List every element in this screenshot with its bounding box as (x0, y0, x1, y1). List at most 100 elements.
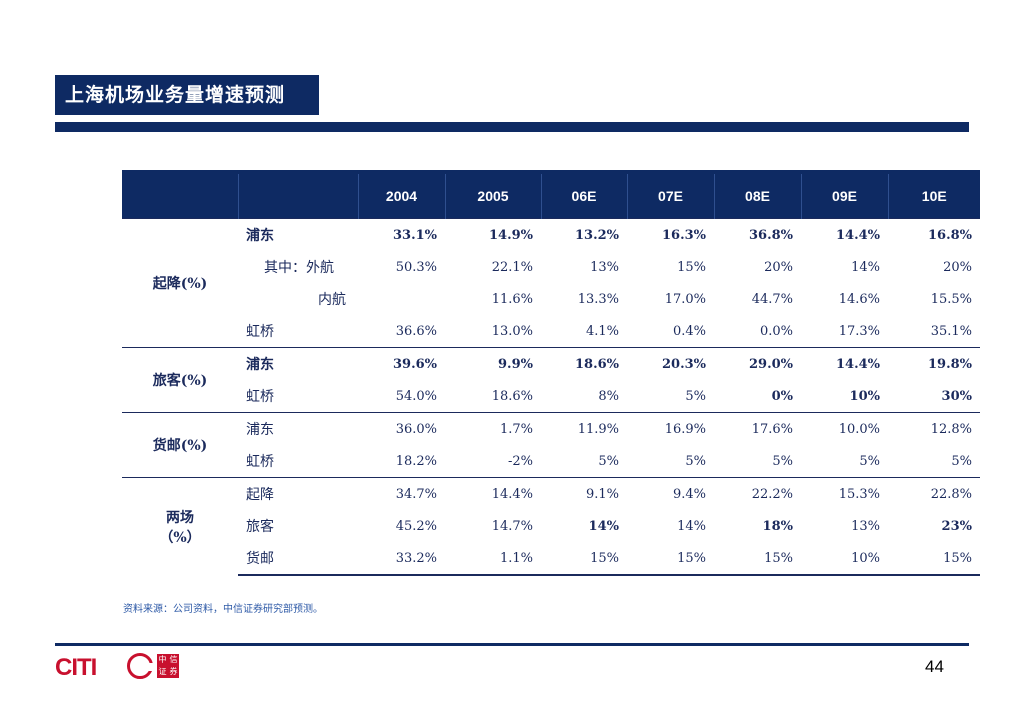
table-cell: 12.8% (888, 412, 980, 445)
table-cell: 14% (851, 259, 880, 275)
table-cell: 10% (849, 388, 880, 404)
row-label: 虹桥 (246, 454, 274, 470)
table-cell: 9.1% (541, 477, 627, 510)
table-row: 旅客(%) 浦东 39.6% 9.9% 18.6% 20.3% 29.0% 14… (122, 347, 980, 413)
table-cell: 13% (590, 259, 619, 275)
table-cell: 30% (941, 388, 972, 404)
table-cell: 15.5% (930, 291, 972, 307)
table-cell: 15.3% (801, 477, 888, 510)
table-row: 两场 （%） 起降 34.7% 14.4% 9.1% 9.4% 22.2% 15… (122, 477, 980, 575)
table-cell: 15% (888, 542, 980, 576)
table-cell: 1.1% (445, 542, 541, 576)
table-cell: 39.6% (358, 347, 445, 380)
table-cell: 0.0% (759, 323, 793, 339)
table-cell: 22.8% (888, 477, 980, 510)
table-cell: 14.4% (445, 477, 541, 510)
table-cell: 0% (771, 388, 793, 404)
table-cell: 4.1% (585, 323, 619, 339)
logo-char: 券 (169, 667, 178, 676)
logo-chinese-grid: 中 信 证 券 (157, 654, 179, 678)
table-cell: 17.0% (664, 291, 706, 307)
table-row: 起降(%) 浦东 33.1% 14.9% 13.2% 16.3% 36.8% 1… (122, 218, 980, 348)
table-cell: 34.7% (358, 477, 445, 510)
row-label: 旅客 (246, 519, 274, 535)
group-label: 货邮(%) (122, 412, 238, 478)
row-label: 虹桥 (246, 324, 274, 340)
table-cell: 17.3% (838, 323, 880, 339)
table-cell: 17.6% (714, 412, 801, 445)
table-cell: 10.0% (801, 412, 888, 445)
table-cell: 5% (772, 453, 793, 469)
footer-divider-bar (55, 643, 969, 646)
group-label: 旅客(%) (122, 347, 238, 413)
slide-title: 上海机场业务量增速预测 (55, 75, 319, 115)
table-cell: 13.3% (577, 291, 619, 307)
table-cell: 13.0% (491, 323, 533, 339)
logo-wordmark: CITI (55, 654, 97, 681)
column-header: 10E (887, 170, 980, 219)
table-cell: 8% (598, 388, 619, 404)
table-cell: 15% (541, 542, 627, 576)
table-cell: 9.4% (627, 477, 714, 510)
table-cell: 15% (627, 542, 714, 576)
logo-cs-mark-icon (127, 653, 154, 679)
table-cell: 16.8% (888, 218, 980, 251)
table-cell: 36.6% (395, 323, 437, 339)
forecast-table: 2004 2005 06E 07E 08E 09E 10E 起降(%) 浦东 3… (122, 170, 980, 576)
table-cell: 18% (762, 518, 793, 534)
table-cell: 45.2% (395, 518, 437, 534)
table-cell: 15% (677, 259, 706, 275)
header-blank-label (237, 170, 358, 219)
table-cell: 11.9% (541, 412, 627, 445)
table-cell: 44.7% (751, 291, 793, 307)
table-cell: 9.9% (445, 347, 541, 380)
column-header: 08E (713, 170, 801, 219)
row-label: 内航 (318, 292, 346, 308)
table-cell: 14.7% (491, 518, 533, 534)
table-cell: 33.1% (358, 218, 445, 251)
table-row: 虹桥 36.6% 13.0% 4.1% 0.4% 0.0% 17.3% 35.1… (122, 315, 980, 348)
table-cell: 14.6% (838, 291, 880, 307)
table-cell: 18.6% (541, 347, 627, 380)
table-cell: 18.6% (491, 388, 533, 404)
table-cell: 22.1% (491, 259, 533, 275)
table-cell: 29.0% (714, 347, 801, 380)
table-cell: 20.3% (627, 347, 714, 380)
group-label-line: （%） (159, 529, 201, 546)
table-cell: 18.2% (395, 453, 437, 469)
row-label: 起降 (238, 477, 358, 510)
citics-logo: CITI 中 信 证 券 (55, 653, 179, 681)
table-cell: 13% (851, 518, 880, 534)
table-cell: 22.2% (714, 477, 801, 510)
table-cell: 5% (859, 453, 880, 469)
table-cell: 35.1% (930, 323, 972, 339)
page-number: 44 (925, 657, 944, 676)
row-label: 浦东 (238, 218, 358, 251)
logo-char: 中 (158, 655, 167, 664)
row-label: 虹桥 (246, 389, 274, 405)
table-cell: 19.8% (888, 347, 980, 380)
table-cell: 14% (588, 518, 619, 534)
table-cell: 5% (951, 453, 972, 469)
group-label: 起降(%) (122, 218, 238, 348)
table-row: 虹桥 54.0% 18.6% 8% 5% 0% 10% 30% (122, 380, 980, 413)
table-cell: 5% (685, 453, 706, 469)
table-cell: 5% (598, 453, 619, 469)
table-cell: 20% (943, 259, 972, 275)
group-label: 两场 （%） (122, 477, 238, 575)
header-blank-group (122, 170, 238, 219)
table-header-row: 2004 2005 06E 07E 08E 09E 10E (122, 170, 980, 219)
table-cell: 0.4% (672, 323, 706, 339)
column-header: 07E (626, 170, 714, 219)
column-header: 2004 (357, 170, 445, 219)
logo-char: 信 (169, 655, 178, 664)
column-header: 06E (540, 170, 627, 219)
table-row: 其中：外航 50.3% 22.1% 13% 15% 20% 14% 20% (122, 251, 980, 283)
table-row: 内航 11.6% 13.3% 17.0% 44.7% 14.6% 15.5% (122, 283, 980, 315)
title-divider-bar (55, 122, 969, 132)
table-cell: 14% (677, 518, 706, 534)
source-note: 资料来源：公司资料，中信证券研究部预测。 (123, 604, 323, 615)
table-cell: 16.3% (627, 218, 714, 251)
group-label-line: 两场 (166, 509, 194, 526)
table-cell: 14.4% (801, 347, 888, 380)
